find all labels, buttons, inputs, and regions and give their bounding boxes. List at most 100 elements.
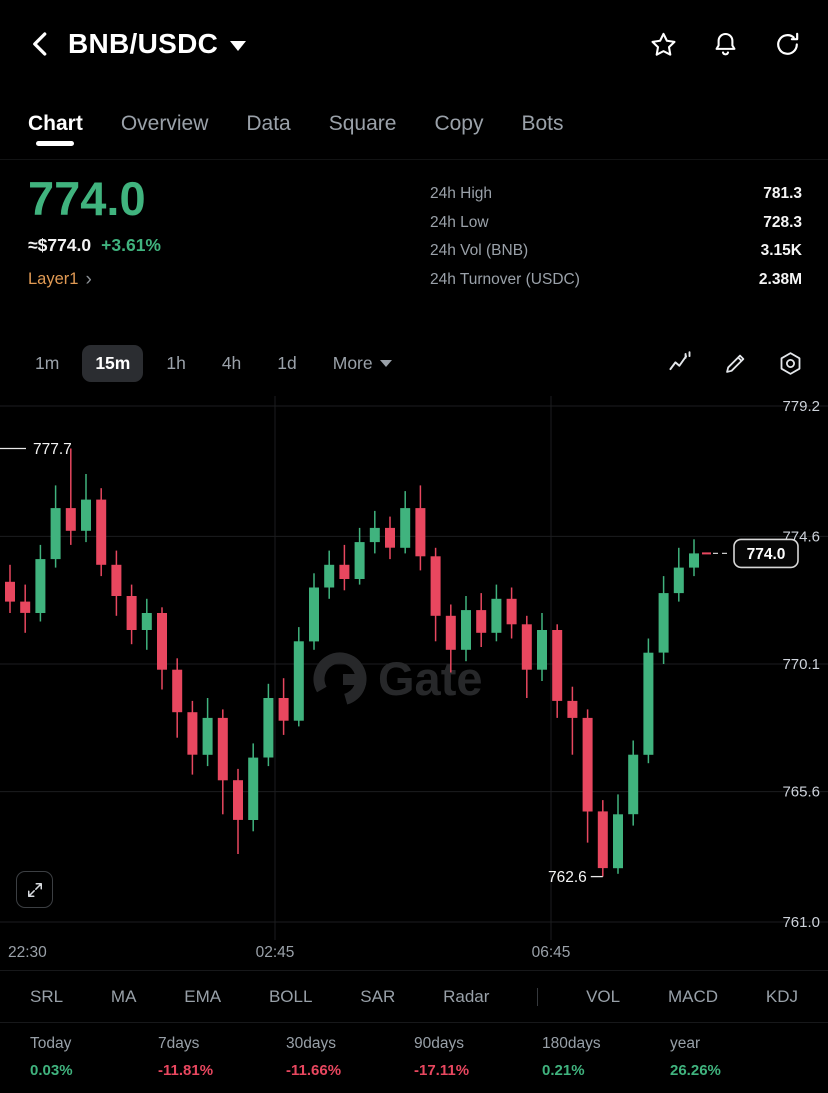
stat-value: 2.38M	[758, 270, 802, 288]
svg-text:Gate: Gate	[378, 652, 483, 705]
perf-value: 26.26%	[670, 1062, 721, 1079]
time-axis: 22:30 02:45 06:45	[0, 940, 828, 970]
perf-label: 180days	[542, 1035, 601, 1052]
stat-label: 24h Turnover (USDC)	[430, 270, 580, 288]
tab-data[interactable]: Data	[246, 111, 291, 135]
stats-panel: 24h High 781.3 24h Low 728.3 24h Vol (BN…	[430, 174, 802, 330]
timeframe-row: 1m 15m 1h 4h 1d More	[0, 330, 828, 396]
indicator-vol[interactable]: VOL	[586, 986, 621, 1006]
divider	[537, 987, 539, 1006]
indicator-kdj[interactable]: KDJ	[765, 986, 798, 1006]
line-chart-icon	[669, 350, 691, 370]
draw-button[interactable]	[722, 350, 749, 377]
timeframe-15m[interactable]: 15m	[82, 344, 144, 382]
svg-text:777.7: 777.7	[33, 441, 72, 458]
indicator-radar[interactable]: Radar	[443, 986, 490, 1006]
svg-text:765.6: 765.6	[782, 784, 820, 801]
fiat-price: ≈$774.0	[28, 235, 92, 256]
svg-text:779.2: 779.2	[782, 398, 820, 415]
timeframe-more[interactable]: More	[320, 345, 405, 382]
chevron-down-icon	[230, 41, 247, 51]
expand-icon	[27, 882, 42, 897]
performance-panel: Today 0.03% 7days -11.81% 30days -11.66%…	[0, 1022, 828, 1093]
perf-label: Today	[30, 1035, 72, 1052]
price-section: 774.0 ≈$774.0 +3.61% Layer1 › 24h High 7…	[0, 160, 828, 330]
time-axis-label: 22:30	[8, 944, 47, 961]
indicators-button[interactable]	[667, 350, 694, 377]
perf-label: year	[670, 1035, 701, 1052]
refresh-icon	[776, 32, 798, 55]
refresh-button[interactable]	[772, 29, 802, 59]
perf-cell: 180days 0.21%	[542, 1035, 670, 1093]
stat-row: 24h Vol (BNB) 3.15K	[430, 237, 802, 266]
perf-cell: year 26.26%	[670, 1035, 798, 1093]
fullscreen-button[interactable]	[16, 871, 53, 908]
page-tabs: Chart Overview Data Square Copy Bots	[0, 88, 828, 160]
perf-cell: 30days -11.66%	[286, 1035, 414, 1093]
perf-value: 0.03%	[30, 1062, 73, 1079]
perf-value: -11.66%	[286, 1062, 342, 1079]
perf-label: 90days	[414, 1035, 464, 1052]
perf-cell: Today 0.03%	[30, 1035, 158, 1093]
change-24h: +3.61%	[101, 235, 161, 256]
time-axis-label: 02:45	[255, 944, 295, 961]
chevron-right-icon: ›	[85, 269, 92, 291]
last-price: 774.0	[28, 172, 146, 225]
svg-text:761.0: 761.0	[782, 914, 820, 931]
stat-row: 24h High 781.3	[430, 180, 802, 209]
chart-settings-button[interactable]	[777, 350, 804, 377]
favorite-button[interactable]	[648, 29, 678, 59]
chevron-left-icon	[33, 32, 47, 56]
settings-hexagon-icon	[780, 351, 801, 375]
perf-value: 0.21%	[542, 1062, 585, 1079]
timeframe-1m[interactable]: 1m	[35, 352, 60, 373]
pair-selector[interactable]: BNB/USDC	[68, 28, 247, 60]
time-axis-label: 06:45	[531, 944, 571, 961]
indicator-ema[interactable]: EMA	[184, 986, 222, 1006]
stat-label: 24h High	[430, 185, 493, 203]
stat-value: 781.3	[763, 185, 802, 203]
indicator-tabs: SRL MA EMA BOLL SAR Radar VOL MACD KDJ	[0, 970, 828, 1022]
bell-icon	[715, 32, 735, 55]
perf-label: 30days	[286, 1035, 336, 1052]
tab-square[interactable]: Square	[328, 111, 397, 135]
tag-label: Layer1	[28, 270, 79, 289]
timeframe-4h[interactable]: 4h	[221, 352, 242, 373]
stat-row: 24h Low 728.3	[430, 209, 802, 238]
indicator-sar[interactable]: SAR	[360, 986, 396, 1006]
back-button[interactable]	[26, 27, 60, 61]
perf-value: -11.81%	[158, 1062, 214, 1079]
star-icon	[650, 32, 676, 56]
perf-cell: 90days -17.11%	[414, 1035, 542, 1093]
category-tag[interactable]: Layer1 ›	[28, 270, 161, 289]
timeframe-1h[interactable]: 1h	[166, 352, 186, 373]
stat-row: 24h Turnover (USDC) 2.38M	[430, 266, 802, 295]
indicator-macd[interactable]: MACD	[667, 986, 719, 1006]
chevron-down-icon	[379, 359, 392, 367]
perf-cell: 7days -11.81%	[158, 1035, 286, 1093]
stat-value: 728.3	[763, 213, 802, 231]
stat-value: 3.15K	[760, 242, 802, 260]
header: BNB/USDC	[0, 0, 828, 88]
svg-text:774.0: 774.0	[747, 546, 786, 563]
perf-value: -17.11%	[414, 1062, 470, 1079]
svg-text:762.6: 762.6	[548, 869, 587, 886]
stat-label: 24h Low	[430, 213, 489, 231]
candlestick-chart-svg: Gate779.2774.6770.1765.6761.0777.7762.67…	[0, 396, 828, 940]
candlestick-chart[interactable]: Gate 779.2 774.6 770.1 765.6 761.0 777.7 762.6 7…	[0, 396, 828, 970]
indicator-boll[interactable]: BOLL	[268, 986, 313, 1006]
tab-chart[interactable]: Chart	[28, 94, 83, 154]
pencil-icon	[726, 354, 745, 373]
indicator-srl[interactable]: SRL	[30, 986, 64, 1006]
timeframe-more-label: More	[332, 352, 373, 373]
perf-label: 7days	[158, 1035, 200, 1052]
indicator-ma[interactable]: MA	[110, 986, 137, 1006]
pair-title: BNB/USDC	[68, 28, 219, 59]
svg-text:770.1: 770.1	[782, 656, 820, 673]
notifications-button[interactable]	[710, 29, 740, 59]
tab-copy[interactable]: Copy	[434, 111, 484, 135]
tab-bots[interactable]: Bots	[521, 111, 564, 135]
tab-overview[interactable]: Overview	[120, 111, 209, 135]
timeframe-1d[interactable]: 1d	[277, 352, 297, 373]
stat-label: 24h Vol (BNB)	[430, 242, 529, 260]
